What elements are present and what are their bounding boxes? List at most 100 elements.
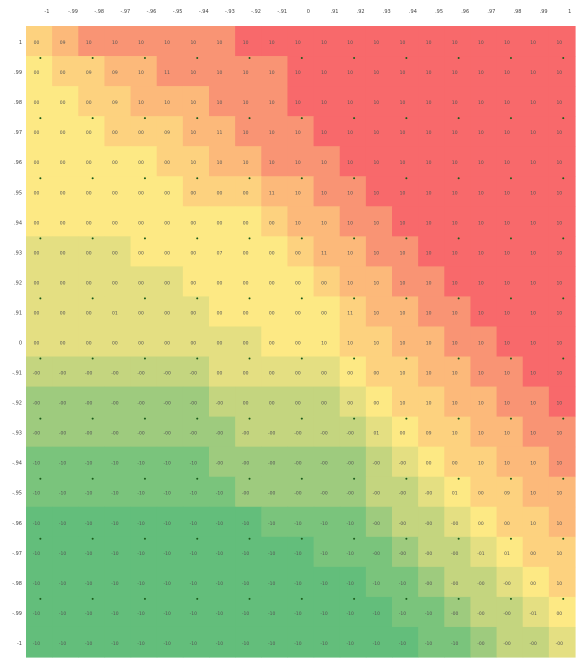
heatmap-cell (130, 476, 158, 508)
heatmap-cell (522, 26, 550, 57)
cell-value-label: -10 (111, 551, 118, 557)
heatmap-cell (313, 386, 341, 418)
cell-value-label: 00 (60, 160, 66, 166)
cell-value-label: -10 (85, 611, 92, 617)
heatmap-cell (209, 146, 236, 177)
heatmap-cell (104, 146, 132, 177)
cell-value-label: 10 (478, 70, 484, 76)
cell-value-label: 10 (452, 130, 458, 136)
cell-value-label: -00 (137, 401, 144, 407)
cell-value-label: 00 (112, 190, 118, 196)
cell-value-label: 10 (217, 160, 223, 166)
cell-value-label: -00 (33, 431, 40, 437)
heatmap-cell (287, 416, 315, 448)
heatmap-cell (26, 146, 53, 177)
cell-value-label: -00 (399, 521, 406, 527)
marker-dot (509, 357, 512, 360)
heatmap-cell (182, 476, 210, 508)
heatmap-cell (156, 56, 184, 87)
cell-value-label: -00 (373, 491, 380, 497)
cell-value-label: 10 (217, 40, 223, 46)
heatmap-cell (26, 296, 53, 328)
cell-value-label: 00 (295, 280, 301, 286)
heatmap-cell (78, 536, 106, 568)
heatmap-cell (156, 626, 184, 658)
cell-value-label: 10 (243, 40, 249, 46)
cell-value-label: 10 (556, 581, 562, 587)
y-tick-label: -.93 (12, 431, 22, 437)
cell-value-label: 00 (34, 280, 40, 286)
heatmap-cell (522, 566, 550, 598)
y-tick-label: .97 (14, 130, 22, 136)
cell-value-label: -00 (216, 461, 223, 467)
marker-dot (143, 57, 146, 60)
cell-value-label: 10 (400, 190, 406, 196)
cell-value-label: 10 (373, 40, 379, 46)
cell-value-label: 10 (321, 190, 327, 196)
heatmap-cell (313, 206, 341, 237)
heatmap-cell (444, 26, 472, 57)
heatmap-cell (339, 146, 367, 177)
cell-value-label: 10 (556, 160, 562, 166)
cell-value-label: 10 (400, 160, 406, 166)
heatmap-cell (235, 176, 262, 207)
heatmap-cell (470, 566, 498, 598)
heatmap-cell (548, 476, 576, 508)
heatmap-cell (548, 86, 576, 117)
heatmap-cell (470, 446, 498, 478)
heatmap-cell (418, 26, 445, 57)
heatmap-cell (496, 326, 524, 358)
heatmap-cell (496, 476, 524, 508)
heatmap-cell (522, 506, 550, 538)
heatmap-cell (52, 356, 79, 388)
marker-dot (91, 417, 94, 420)
heatmap-cell (313, 566, 341, 598)
heatmap-cell (104, 86, 132, 117)
heatmap-cell (209, 56, 236, 87)
heatmap-cell (522, 146, 550, 177)
heatmap-cell (52, 446, 79, 478)
heatmap-cell (130, 146, 158, 177)
cell-value-label: -10 (346, 581, 353, 587)
cell-value-label: -00 (294, 461, 301, 467)
heatmap-cell (78, 596, 106, 628)
y-tick-label: .92 (14, 280, 22, 286)
heatmap-cell (52, 326, 79, 358)
marker-dot (405, 477, 408, 480)
heatmap-cell (209, 26, 236, 57)
heatmap-cell (287, 176, 315, 207)
heatmap-cell (156, 566, 184, 598)
cell-value-label: 10 (504, 401, 510, 407)
cell-value-label: 00 (60, 190, 66, 196)
marker-dot (562, 237, 565, 240)
cell-value-label: 10 (556, 70, 562, 76)
heatmap-cell (156, 86, 184, 117)
cell-value-label: 10 (504, 220, 510, 226)
heatmap-cell (209, 326, 236, 358)
heatmap-cell (444, 506, 472, 538)
heatmap-cell (522, 476, 550, 508)
cell-value-label: -00 (59, 401, 66, 407)
cell-value-label: 00 (138, 160, 144, 166)
cell-value-label: 10 (478, 461, 484, 467)
heatmap-cell (156, 116, 184, 147)
heatmap-cell (470, 56, 498, 87)
heatmap-cell (313, 476, 341, 508)
cell-value-label: 10 (530, 280, 536, 286)
y-tick-label: -.99 (12, 611, 22, 617)
heatmap-cell (261, 266, 289, 298)
marker-dot (562, 477, 565, 480)
cell-value-label: 00 (60, 70, 66, 76)
marker-dot (353, 57, 356, 60)
heatmap-cell (418, 446, 445, 478)
cell-value-label: 10 (452, 70, 458, 76)
cell-value-label: 00 (164, 220, 170, 226)
cell-value-label: 10 (426, 250, 432, 256)
heatmap-cell (104, 506, 132, 538)
heatmap-cell (78, 176, 106, 207)
cell-value-label: -00 (294, 431, 301, 437)
cell-value-label: 10 (556, 100, 562, 106)
heatmap-cell (313, 296, 341, 328)
cell-value-label: 10 (243, 130, 249, 136)
marker-dot (405, 537, 408, 540)
